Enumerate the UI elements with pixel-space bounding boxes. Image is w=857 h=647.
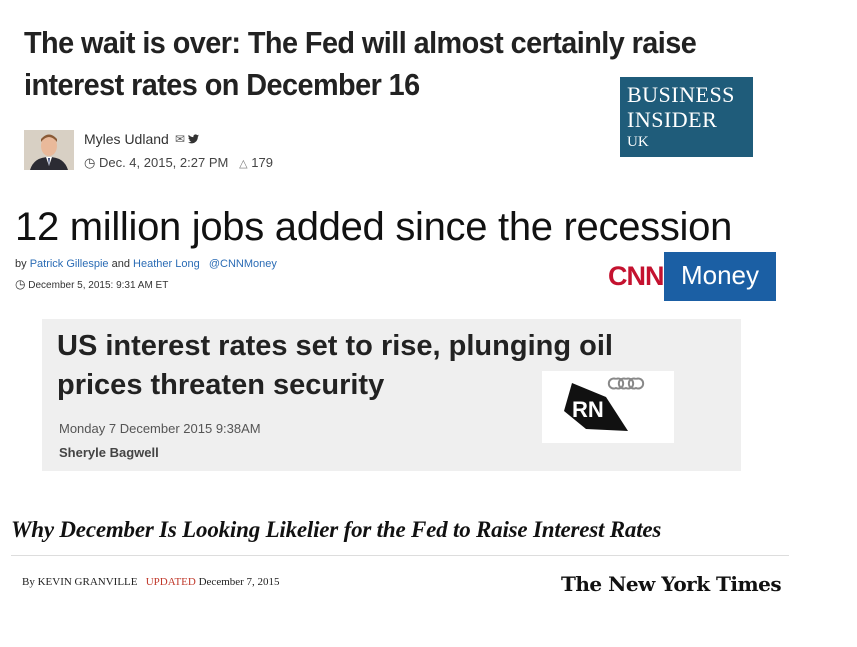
rn-logo-icon: RN [564, 377, 645, 431]
bi-author-avatar[interactable] [24, 130, 74, 170]
cnn-logo-icon: CNN [608, 261, 664, 291]
abc-rn-logo: RN [542, 371, 674, 443]
cnn-twitter-handle-link[interactable]: @CNNMoney [208, 258, 277, 270]
nyt-byline: By KEVIN GRANVILLE UPDATED December 7, 2… [22, 576, 280, 588]
nyt-headline[interactable]: Why December Is Looking Likelier for the… [11, 517, 662, 542]
bi-meta: ◷ Dec. 4, 2015, 2:27 PM △ 179 [84, 155, 273, 171]
mail-icon[interactable]: ✉ [175, 132, 186, 146]
rn-headline-line2: prices threaten security [57, 369, 385, 401]
rn-headline-line1: US interest rates set to rise, plunging … [57, 330, 613, 362]
cnn-by: by [15, 258, 27, 270]
nyt-updated-label: UPDATED [145, 576, 196, 588]
avatar-photo-icon [24, 130, 74, 170]
cnn-byline: by Patrick Gillespie and Heather Long @C… [15, 258, 277, 270]
nyt-author[interactable]: By KEVIN GRANVILLE [22, 576, 138, 588]
rn-headline[interactable]: US interest rates set to rise, plunging … [57, 327, 737, 405]
divider [11, 555, 789, 556]
business-insider-logo: BUSINESS INSIDER UK [620, 77, 753, 157]
bi-logo-line1: BUSINESS [627, 82, 735, 107]
bi-date: Dec. 4, 2015, 2:27 PM [98, 155, 229, 170]
bi-author-social: ✉ [175, 132, 200, 146]
bi-logo-line3: UK [627, 134, 649, 150]
clock-icon: ◷ [15, 277, 26, 291]
cnn-date: December 5, 2015: 9:31 AM ET [28, 280, 169, 291]
twitter-icon[interactable] [188, 134, 200, 146]
cnn-dateline: ◷ December 5, 2015: 9:31 AM ET [15, 277, 168, 291]
nyt-date: December 7, 2015 [198, 576, 280, 588]
bi-logo-line2: INSIDER [627, 107, 718, 132]
cnn-headline[interactable]: 12 million jobs added since the recessio… [15, 205, 733, 249]
cnn-author-link-1[interactable]: Patrick Gillespie [29, 258, 109, 270]
bi-headline-line2: interest rates on December 16 [24, 67, 420, 102]
flame-icon: △ [239, 158, 248, 170]
svg-text:RN: RN [572, 397, 604, 422]
cnn-author-link-2[interactable]: Heather Long [133, 258, 200, 270]
cnn-money-logo: Money [664, 252, 776, 301]
nyt-logo: The New York Times [561, 572, 782, 596]
bi-headline-line1: The wait is over: The Fed will almost ce… [24, 25, 697, 60]
cnn-and: and [111, 258, 130, 270]
bi-author-name[interactable]: Myles Udland [84, 131, 169, 147]
clock-icon: ◷ [84, 155, 96, 170]
bi-headline[interactable]: The wait is over: The Fed will almost ce… [24, 22, 712, 106]
rn-author[interactable]: Sheryle Bagwell [59, 445, 159, 460]
rn-date: Monday 7 December 2015 9:38AM [59, 421, 261, 436]
bi-view-count: 179 [251, 155, 273, 170]
